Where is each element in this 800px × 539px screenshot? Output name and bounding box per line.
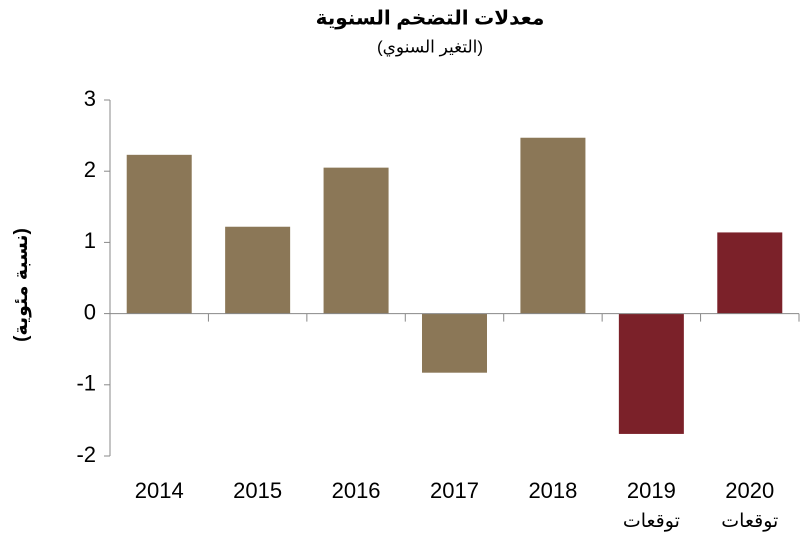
y-axis-label: (نسبة مئوية)	[11, 228, 32, 342]
x-tick-label: 2017	[430, 478, 479, 503]
bar	[126, 154, 192, 314]
x-tick-label: 2015	[233, 478, 282, 503]
bar	[422, 313, 487, 373]
x-tick-label: 2016	[332, 478, 381, 503]
y-tick-label: -1	[76, 371, 96, 396]
bar	[225, 226, 291, 314]
x-tick-label: 2018	[528, 478, 577, 503]
chart-subtitle: (التغير السنوي)	[377, 37, 483, 57]
x-tick-label: 2014	[135, 478, 184, 503]
x-tick-note: توقعات	[623, 511, 680, 532]
x-tick-label: 2020	[725, 478, 774, 503]
bar	[618, 313, 684, 434]
chart-title: معدلات التضخم السنوية	[316, 7, 545, 29]
x-tick-label: 2019	[627, 478, 676, 503]
x-tick-note: توقعات	[721, 511, 778, 532]
y-tick-label: 1	[84, 228, 96, 253]
y-tick-label: 2	[84, 157, 96, 182]
bar	[323, 167, 389, 314]
y-tick-label: -2	[76, 442, 96, 467]
bar	[520, 137, 586, 314]
bar	[717, 232, 783, 314]
y-tick-label: 3	[84, 86, 96, 111]
y-tick-label: 0	[84, 299, 96, 324]
